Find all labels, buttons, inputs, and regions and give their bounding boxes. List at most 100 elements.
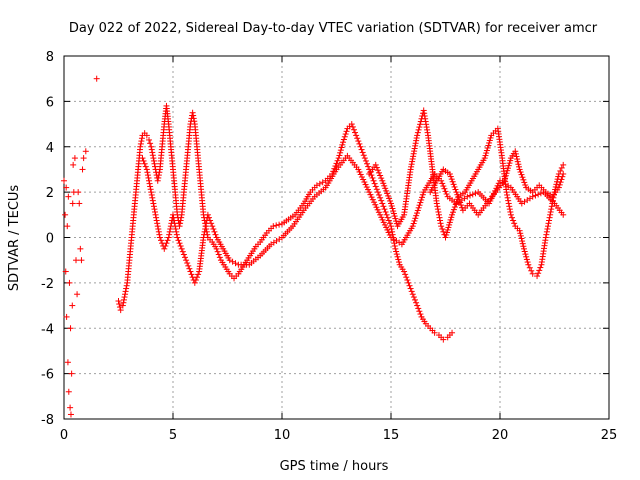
data-point: [179, 248, 186, 255]
data-point: [511, 220, 518, 227]
data-point: [503, 189, 510, 196]
data-point: [464, 193, 471, 200]
data-point: [403, 274, 410, 281]
data-point: [365, 163, 372, 170]
data-point: [413, 212, 420, 219]
data-point: [201, 228, 208, 235]
data-point: [377, 211, 384, 218]
data-point: [537, 190, 544, 197]
data-point: [383, 211, 390, 218]
data-point: [482, 152, 489, 159]
data-point: [381, 221, 388, 228]
data-point: [147, 140, 154, 147]
data-point: [363, 184, 370, 191]
data-point: [146, 136, 153, 143]
data-point: [192, 277, 199, 284]
data-point: [534, 273, 541, 280]
data-point: [373, 186, 380, 193]
data-point: [448, 214, 455, 221]
data-point: [440, 183, 447, 190]
data-point: [442, 234, 449, 241]
data-point: [507, 157, 514, 164]
data-point: [358, 174, 365, 180]
data-point: [409, 291, 416, 298]
data-point: [147, 183, 154, 190]
y-axis-label: SDTVAR / TECUs: [7, 185, 22, 292]
data-point: [214, 248, 221, 255]
data-point: [457, 199, 464, 206]
data-point: [153, 217, 160, 224]
data-point: [389, 228, 396, 235]
data-point: [439, 180, 446, 187]
data-point: [544, 223, 551, 230]
data-point: [358, 146, 365, 153]
data-point: [514, 158, 521, 165]
data-point: [413, 135, 420, 142]
data-point: [356, 140, 363, 147]
data-point: [151, 206, 158, 213]
data-point: [70, 161, 77, 168]
data-point: [394, 253, 401, 260]
data-point: [123, 282, 130, 289]
data-point: [173, 228, 180, 235]
data-point: [449, 329, 456, 336]
data-point: [442, 188, 449, 195]
data-point: [409, 155, 416, 162]
data-point: [371, 199, 378, 206]
data-point: [523, 253, 530, 260]
data-point: [448, 176, 455, 183]
data-point: [521, 248, 528, 255]
data-point: [64, 223, 71, 230]
data-point: [451, 204, 458, 211]
data-point: [183, 257, 190, 264]
y-tick-label: 0: [46, 232, 54, 247]
data-point: [413, 137, 420, 144]
data-point: [333, 160, 340, 167]
data-point: [484, 145, 491, 152]
data-point: [207, 217, 214, 224]
x-tick-label: 0: [60, 428, 68, 443]
data-point: [116, 304, 123, 311]
data-point: [378, 214, 385, 221]
data-point: [434, 203, 441, 210]
data-point: [408, 161, 415, 168]
data-point: [455, 194, 462, 201]
data-point: [502, 175, 509, 182]
data-point: [435, 208, 442, 215]
data-point: [188, 271, 195, 278]
data-point: [431, 329, 438, 336]
data-point: [506, 203, 513, 210]
data-point: [452, 186, 459, 193]
data-point: [519, 174, 526, 181]
data-point: [352, 129, 359, 136]
data-point: [139, 155, 146, 162]
data-point: [201, 231, 208, 238]
data-point: [443, 229, 450, 236]
data-point: [205, 214, 212, 221]
data-point: [336, 152, 343, 159]
data-point: [411, 148, 418, 155]
data-point: [161, 245, 168, 252]
data-point: [67, 411, 74, 418]
data-point: [123, 285, 130, 292]
data-point: [164, 237, 171, 244]
data-point: [414, 207, 421, 214]
data-point: [441, 185, 448, 192]
data-point: [357, 171, 364, 178]
data-point: [409, 223, 416, 230]
data-point: [505, 200, 512, 207]
x-tick-label: 25: [601, 428, 618, 443]
data-point: [76, 200, 83, 207]
data-point: [384, 214, 391, 221]
data-point: [213, 245, 220, 252]
data-point: [369, 196, 376, 203]
data-point: [120, 299, 127, 306]
data-point: [68, 370, 75, 377]
data-point: [148, 143, 155, 150]
data-point: [544, 225, 551, 232]
data-point: [162, 243, 169, 250]
data-point: [386, 195, 393, 202]
data-point: [364, 186, 371, 193]
data-point: [528, 267, 535, 274]
data-point: [137, 140, 144, 147]
